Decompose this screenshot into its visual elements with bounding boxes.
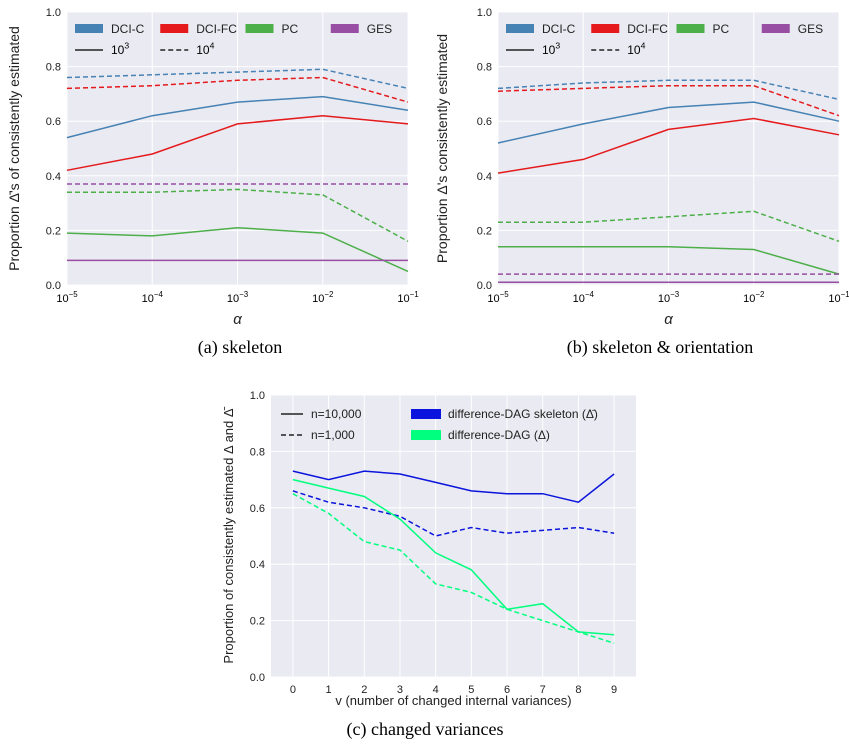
y-tick-label: 0.4 [477,171,492,183]
y-axis-label: Proportion Δ̄'s of consistently estimate… [6,26,22,271]
legend-label: difference-DAG skeleton (Δ̄) [448,407,598,421]
chart-0: 0.0 0.2 0.4 0.6 0.8 1.0 10−5 10−4 10−3 10−2 10−1 α P… [6,7,419,328]
x-tick-label: 9 [611,684,617,696]
y-tick-label: 0.0 [477,280,492,292]
y-tick-label: 0.8 [46,62,61,74]
legend-label: DCI-FC [196,22,237,36]
x-tick-label: 10−5 [487,290,509,305]
legend-label: 103 [542,41,560,57]
x-tick-label: 2 [361,684,367,696]
y-tick-label: 0.2 [250,616,265,628]
legend-swatch [330,24,359,33]
legend-swatch [160,24,189,33]
series-line [497,79,840,101]
legend-label: 104 [627,41,645,57]
legend-label: n=1,000 [311,428,355,442]
legend-label: 104 [196,41,214,57]
series-line [497,101,840,144]
legend-swatch [75,24,103,33]
series-line [498,210,840,243]
chart-1: 0.0 0.2 0.4 0.6 0.8 1.0 10−5 10−4 10−3 10−2 10−1 α P… [434,7,849,328]
x-tick-label: 10−2 [312,290,333,305]
legend-swatch [506,24,534,33]
x-tick-label: 10−4 [142,290,164,305]
legend: DCI-C DCI-FC PC GES 103 104 [75,22,392,57]
x-tick-label: 10−1 [828,290,849,305]
legend-swatch [676,24,705,33]
legend-swatch [411,409,441,419]
x-tick-label: 10−1 [397,290,419,305]
x-tick-label: 10−2 [743,290,764,305]
x-axis-label: v (number of changed internal variances) [335,693,571,708]
y-tick-label: 0.2 [46,225,61,237]
y-tick-label: 0.8 [477,62,492,74]
legend-label: DCI-FC [627,22,668,36]
y-tick-label: 1.0 [477,7,492,19]
series-line [66,95,409,139]
y-tick-label: 1.0 [46,7,61,19]
legend-label: PC [282,22,299,36]
series-line [66,226,409,273]
x-axis-label: α [664,311,673,328]
y-tick-label: 0.6 [477,116,492,128]
legend-label: 103 [111,41,129,57]
series-line [66,68,409,90]
y-tick-label: 0.0 [250,672,265,684]
legend-swatch [591,24,620,33]
y-axis-label: Proportion of consistently estimated Δ a… [221,406,236,663]
series-line [66,76,409,103]
caption-b: (b) skeleton & orientation [566,337,754,357]
series-line [66,114,409,172]
series-line [292,490,615,537]
chart-2: 0.0 0.2 0.4 0.6 0.8 1.0 0 1 2 3 4 5 6 7 8 9 v (number of… [221,390,636,708]
legend-label: DCI-C [542,22,576,36]
x-tick-label: 3 [397,684,403,696]
caption-a: (a) skeleton [197,337,283,357]
legend-label: GES [798,22,823,36]
x-tick-label: 5 [468,684,474,696]
x-axis-label: α [233,311,242,328]
legend: n=10,000 n=1,000 difference-DAG skeleton (… [281,407,598,442]
y-tick-label: 0.6 [46,116,61,128]
y-tick-label: 0.0 [46,280,61,292]
legend-label: difference-DAG (Δ) [448,428,550,442]
x-tick-label: 6 [504,684,510,696]
legend: DCI-C DCI-FC PC GES 103 104 [506,22,823,57]
series-line [498,246,840,275]
series-line [497,84,840,117]
legend-swatch [761,24,790,33]
y-tick-label: 0.2 [477,225,492,237]
series-line [292,470,615,504]
legend-label: n=10,000 [311,407,362,421]
caption-c: (c) changed variances [346,719,504,739]
y-axis-label: Proportion Δ's consistently estimated [434,34,450,263]
x-tick-label: 10−5 [56,290,78,305]
x-tick-label: 10−3 [658,290,680,305]
series-line [497,117,840,174]
legend-label: GES [367,22,392,36]
x-tick-label: 4 [433,684,439,696]
x-tick-label: 1 [326,684,332,696]
y-tick-label: 0.4 [250,559,265,571]
legend-label: PC [713,22,730,36]
x-tick-label: 0 [290,684,296,696]
series-line [292,493,615,644]
x-tick-label: 10−3 [227,290,249,305]
legend-label: DCI-C [111,22,145,36]
y-tick-label: 1.0 [250,390,265,402]
y-tick-label: 0.4 [46,171,61,183]
y-tick-label: 0.8 [250,446,265,458]
series-line [67,188,409,242]
legend-swatch [411,430,441,440]
y-tick-label: 0.6 [250,503,265,515]
x-tick-label: 10−4 [573,290,595,305]
x-tick-label: 8 [575,684,581,696]
legend-swatch [245,24,274,33]
x-tick-label: 7 [540,684,546,696]
series-line [292,478,615,636]
